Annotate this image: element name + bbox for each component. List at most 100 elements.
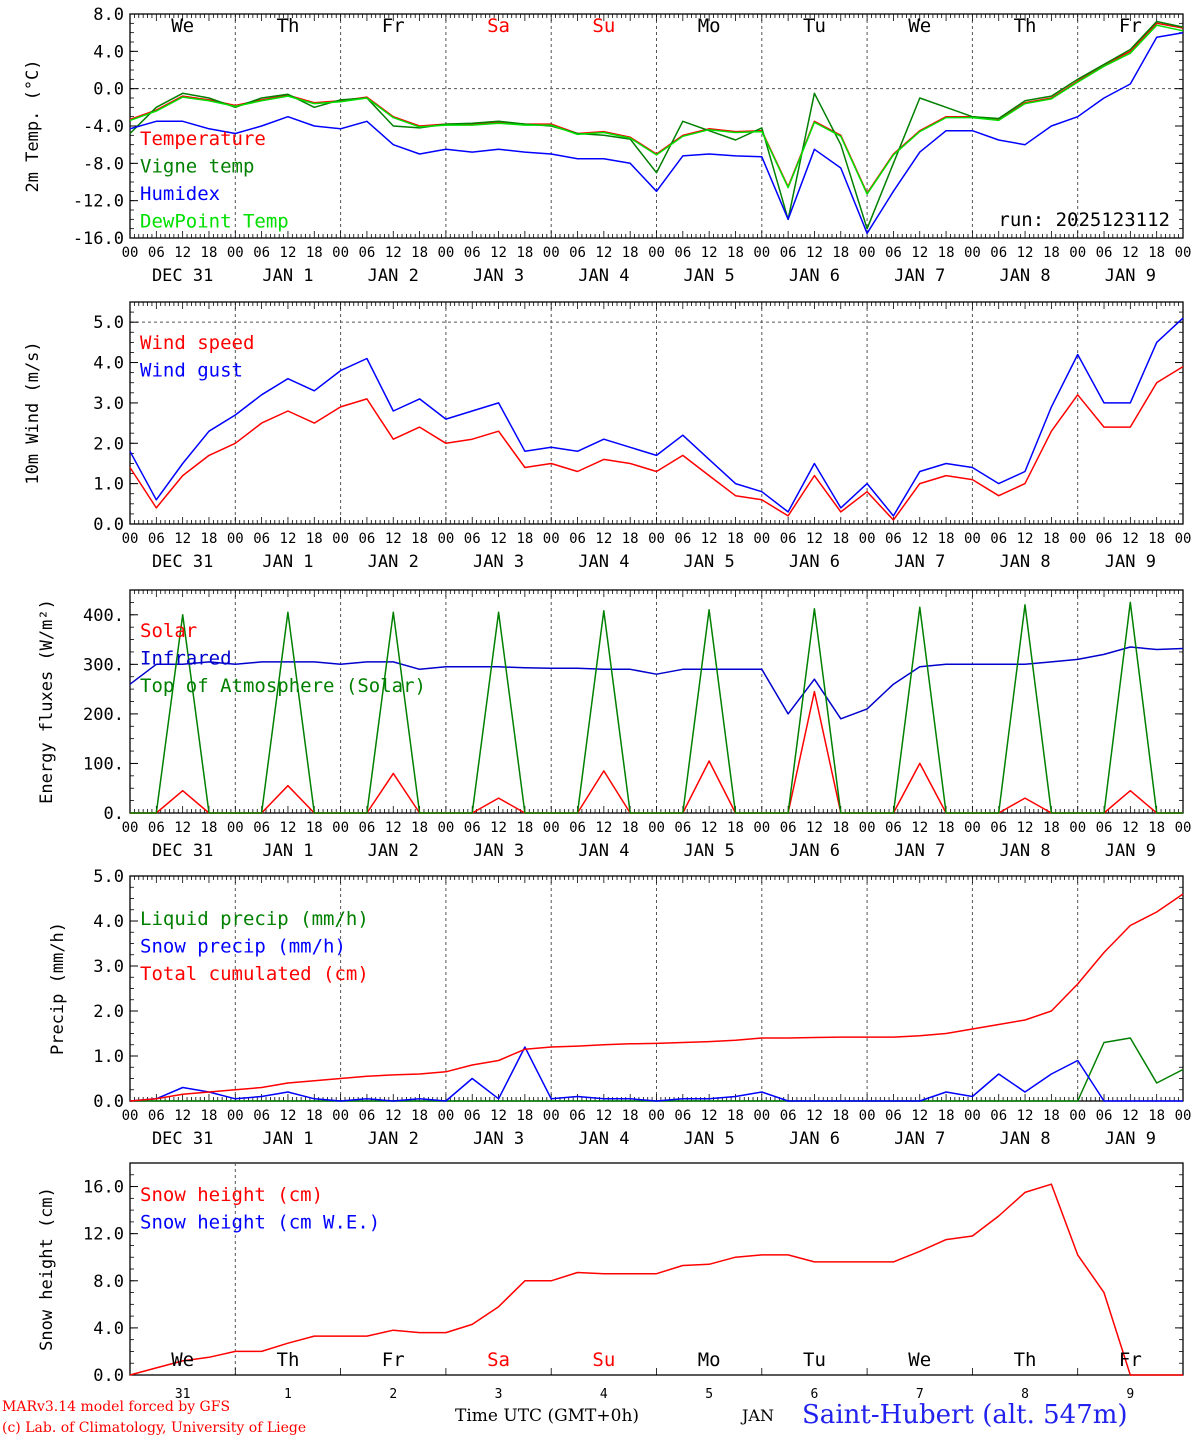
hour-label: 18 (938, 531, 955, 547)
y-axis-label: Precip (mm/h) (48, 922, 68, 1055)
date-label: DEC 31 (152, 841, 213, 861)
date-label: JAN 4 (578, 266, 629, 286)
legend-entry: DewPoint Temp (140, 211, 289, 233)
day-number-label: 2 (389, 1387, 397, 1402)
hour-label: 00 (648, 820, 665, 836)
y-tick-label: 4.0 (93, 42, 124, 62)
hour-label: 06 (148, 245, 165, 261)
panel-2: 5.0 4.0 3.0 2.0 1.0 0.0 10m Wind (m/s) 00 06 12 18… (23, 301, 1191, 572)
hour-label: 06 (1096, 820, 1113, 836)
date-label: JAN 6 (789, 552, 840, 572)
y-tick-label: 0. (104, 804, 124, 824)
run-label: run: 2025123112 (998, 209, 1170, 231)
hour-label: 12 (280, 531, 297, 547)
legend-entry: Infrared (140, 648, 232, 670)
hour-label: 06 (358, 531, 375, 547)
y-tick-label: 5.0 (93, 867, 124, 887)
weekday-label: Tu (803, 15, 826, 37)
hour-label: 00 (437, 820, 454, 836)
date-label: JAN 6 (789, 266, 840, 286)
hour-label: 12 (701, 245, 718, 261)
date-label: JAN 7 (894, 841, 945, 861)
hour-label: 12 (385, 1108, 402, 1124)
hour-label: 18 (938, 820, 955, 836)
date-label: JAN 3 (473, 841, 524, 861)
date-label: JAN 5 (684, 1129, 735, 1149)
hour-label: 00 (1175, 820, 1192, 836)
hour-label: 06 (885, 245, 902, 261)
hour-label: 00 (122, 531, 139, 547)
hour-label: 00 (1069, 1108, 1086, 1124)
hour-label: 18 (1148, 245, 1165, 261)
weekday-row: We Th Fr Sa Su Mo Tu We Th Fr (171, 15, 1142, 37)
y-tick-label: 4.0 (93, 912, 124, 932)
series-line-snow-height-cm- (129, 1183, 1183, 1376)
hour-label: 18 (201, 531, 218, 547)
hour-label: 00 (437, 531, 454, 547)
y-axis-label: Energy fluxes (W/m²) (37, 599, 57, 804)
hour-label: 06 (674, 820, 691, 836)
hour-label: 12 (1017, 531, 1034, 547)
hour-label: 18 (201, 1108, 218, 1124)
date-label: JAN 6 (789, 841, 840, 861)
hour-label: 00 (753, 245, 770, 261)
day-number-label: 1 (284, 1387, 292, 1402)
date-label: JAN 5 (684, 552, 735, 572)
legend-entry: Total cumulated (cm) (140, 963, 369, 985)
hour-label: 18 (201, 245, 218, 261)
y-tick-label: 100. (83, 754, 124, 774)
hour-label: 06 (358, 820, 375, 836)
hour-label: 06 (358, 245, 375, 261)
weekday-label: Mo (698, 15, 721, 37)
panel-5: 16.0 12.0 8.0 4.0 0.0 Snow height (cm) Snow he… (37, 1162, 1184, 1386)
date-label: JAN 9 (1105, 841, 1156, 861)
hour-label: 00 (859, 1108, 876, 1124)
hour-label: 00 (332, 531, 349, 547)
hour-label: 06 (464, 245, 481, 261)
hour-label: 12 (1122, 1108, 1139, 1124)
y-tick-label: -16.0 (73, 229, 124, 249)
hour-label: 18 (622, 531, 639, 547)
hour-label: 00 (648, 531, 665, 547)
hour-label: 06 (569, 820, 586, 836)
hour-label: 18 (201, 820, 218, 836)
plot-frame (129, 589, 1184, 814)
weekday-label: Th (277, 15, 300, 37)
hour-label: 12 (806, 531, 823, 547)
hour-label: 18 (938, 245, 955, 261)
hour-label: 06 (569, 245, 586, 261)
hour-label: 00 (964, 531, 981, 547)
y-tick-label: 2.0 (93, 434, 124, 454)
hour-label: 12 (174, 531, 191, 547)
hour-label: 12 (490, 1108, 507, 1124)
date-label: JAN 4 (578, 841, 629, 861)
hour-label: 12 (1017, 1108, 1034, 1124)
hour-label: 18 (832, 1108, 849, 1124)
y-tick-label: 0.0 (93, 1366, 124, 1386)
hour-label: 00 (753, 531, 770, 547)
series-line-top-of-atmosphere-solar- (130, 601, 1183, 814)
legend-entry: Vigne temp (140, 156, 254, 178)
y-tick-label: 0.0 (93, 1092, 124, 1112)
hour-label: 18 (411, 531, 428, 547)
series-line-wind-speed (129, 365, 1184, 521)
hour-label: 12 (1017, 245, 1034, 261)
hour-label: 00 (227, 531, 244, 547)
date-label: JAN 7 (894, 552, 945, 572)
hour-label: 00 (859, 245, 876, 261)
hour-label: 18 (306, 531, 323, 547)
series-line-total-cumulated-cm- (129, 893, 1184, 1102)
legend-entry: Liquid precip (mm/h) (140, 908, 369, 930)
hour-label: 18 (516, 531, 533, 547)
hour-label: 00 (332, 820, 349, 836)
panel-3: 400. 300. 200. 100. 0. Energy fluxes (W/m²) 00… (37, 589, 1192, 861)
hour-label: 18 (1148, 531, 1165, 547)
hour-label: 18 (832, 245, 849, 261)
hour-label: 00 (753, 820, 770, 836)
weekday-label: Fr (382, 1349, 405, 1371)
hour-label: 00 (543, 820, 560, 836)
hour-label: 00 (964, 820, 981, 836)
hour-label: 06 (1096, 1108, 1113, 1124)
y-tick-label: 1.0 (93, 475, 124, 495)
hour-label: 18 (727, 245, 744, 261)
